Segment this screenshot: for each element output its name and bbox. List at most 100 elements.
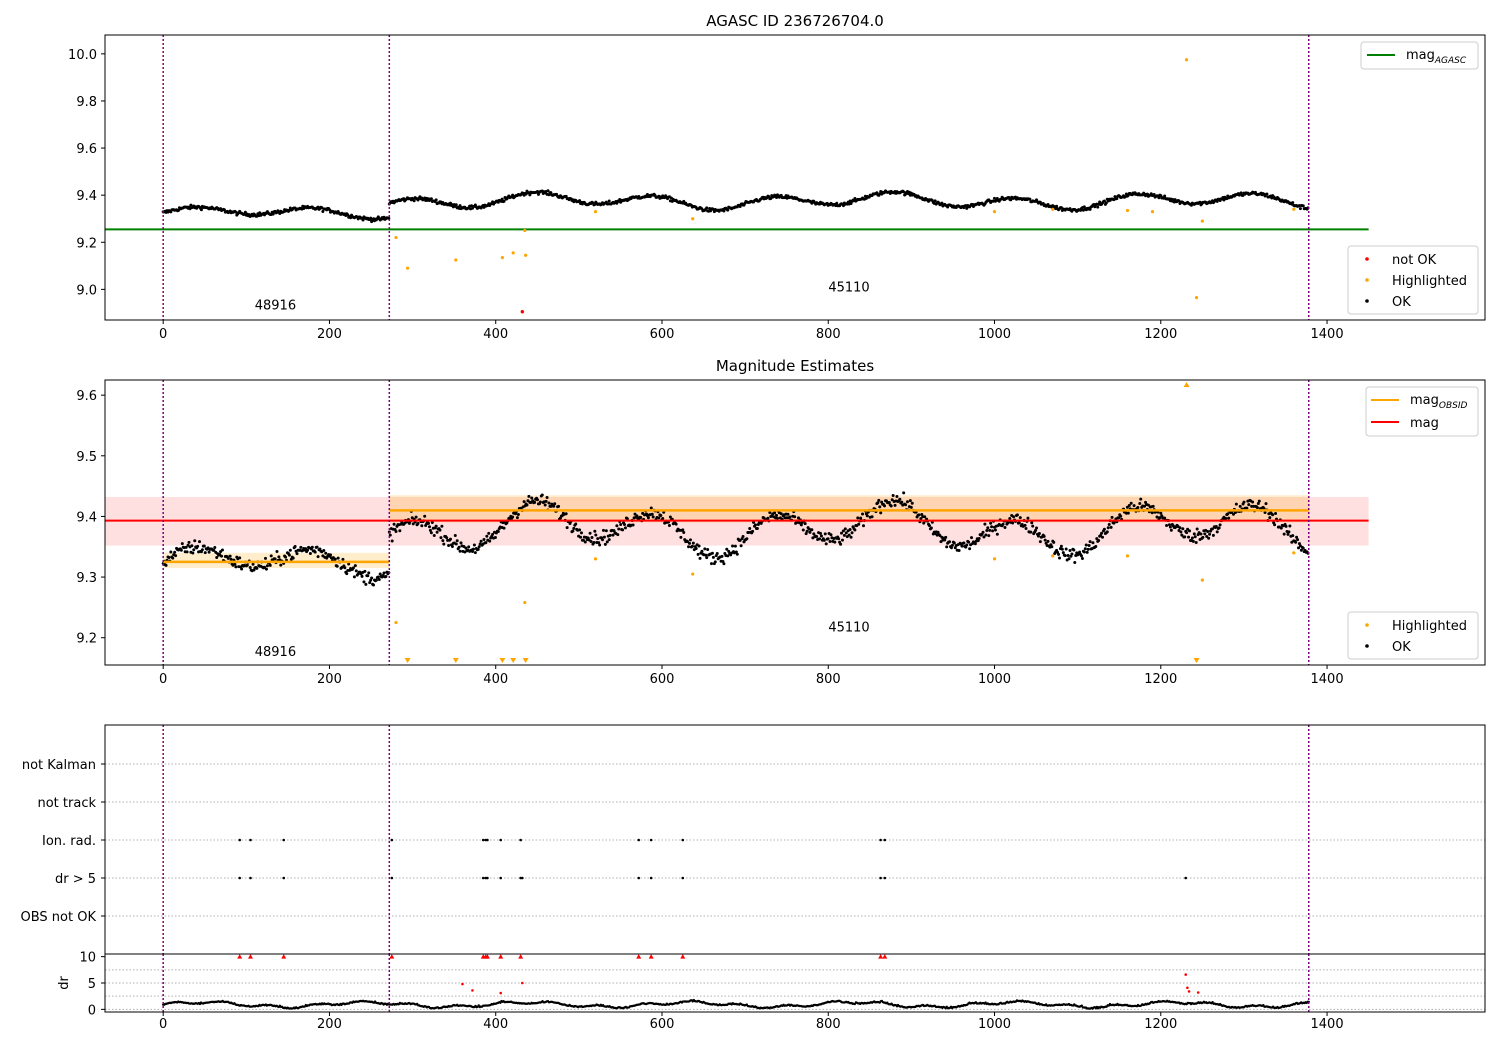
ok-point (485, 534, 489, 538)
ok-point (255, 566, 259, 570)
ok-point (1038, 540, 1042, 544)
ok-point (333, 557, 337, 561)
ok-point (429, 197, 433, 201)
ok-point (390, 539, 394, 543)
ok-point (696, 552, 700, 556)
ok-point (597, 541, 601, 545)
ok-point (950, 543, 954, 547)
ok-point (619, 523, 623, 527)
ok-point (502, 199, 506, 203)
flags-panel: not Kalman not track Ion. rad. dr > 5 OBS no… (21, 724, 1486, 955)
ok-point (1068, 548, 1072, 552)
ok-point (1107, 523, 1111, 527)
highlighted-point (593, 210, 598, 214)
ok-point (833, 540, 837, 544)
ok-point (220, 554, 224, 558)
legend-box (1347, 245, 1479, 315)
legend-label: magOBSID (1410, 393, 1468, 411)
ok-point (601, 538, 605, 542)
ok-point (540, 493, 544, 497)
ok-point (215, 556, 219, 560)
ok-point (694, 546, 698, 550)
ok-point (487, 531, 491, 535)
ok-point (805, 529, 809, 533)
dr-outlier-point (1196, 991, 1200, 994)
ok-point (240, 567, 244, 571)
category-label: not track (37, 796, 96, 811)
ok-point (1073, 560, 1077, 564)
ok-point (515, 516, 519, 520)
ok-point (245, 563, 249, 567)
ok-point (514, 512, 518, 516)
ok-point (471, 547, 475, 551)
ok-point (445, 536, 449, 540)
ok-point (458, 204, 462, 208)
highlighted-point (406, 266, 410, 270)
ok-point (1279, 526, 1283, 530)
legend-label: Highlighted (1392, 619, 1467, 634)
highlighted-point (1051, 554, 1055, 558)
ok-point (248, 565, 252, 569)
ok-point (1193, 535, 1197, 539)
ok-point (354, 569, 358, 573)
flag-point (883, 838, 887, 842)
ok-point (1210, 527, 1214, 531)
ok-point (766, 516, 770, 520)
ok-point (1091, 541, 1095, 545)
ok-point (1084, 543, 1088, 547)
ok-point (416, 521, 420, 525)
legend-marker (1365, 623, 1369, 627)
ok-point (898, 497, 902, 501)
ok-point (1224, 517, 1228, 521)
ok-point (1265, 192, 1269, 196)
ok-point (1195, 527, 1199, 531)
ok-point (679, 535, 683, 539)
ok-point (1215, 530, 1219, 534)
clipped-dr-marker (680, 954, 686, 959)
x-tick-label: 800 (816, 1017, 841, 1032)
ok-point (878, 505, 882, 509)
ok-point (1082, 550, 1086, 554)
ok-point (691, 541, 695, 545)
ok-point (324, 551, 328, 555)
ok-point (726, 554, 730, 558)
ok-point (646, 516, 650, 520)
ok-point (722, 562, 726, 566)
ok-point (967, 540, 971, 544)
ok-point (877, 498, 881, 502)
ok-point (263, 565, 267, 569)
ok-point (1208, 532, 1212, 536)
clipped-dr-marker (878, 954, 884, 959)
ok-point (992, 196, 996, 200)
ok-point (536, 192, 540, 196)
x-tick-label: 800 (816, 327, 841, 342)
ok-point (804, 532, 808, 536)
ok-point (1057, 552, 1061, 556)
ok-point (251, 562, 255, 566)
flag-point (521, 876, 524, 880)
ok-point (711, 555, 715, 559)
ok-point (1181, 527, 1185, 531)
ok-point (191, 551, 195, 555)
ok-point (376, 575, 380, 579)
ok-point (1139, 497, 1143, 501)
ok-point (991, 529, 995, 533)
ok-point (476, 547, 480, 551)
ok-point (803, 522, 807, 526)
ok-point (593, 529, 597, 533)
ok-point (1288, 524, 1292, 528)
ok-point (440, 524, 444, 528)
category-label: OBS not OK (21, 910, 97, 925)
ok-point (171, 556, 175, 560)
ok-point (1003, 526, 1007, 530)
ok-point (557, 504, 561, 508)
highlighted-point (992, 557, 997, 561)
ok-point (304, 547, 308, 551)
ok-point (977, 537, 981, 541)
ok-point (902, 190, 906, 194)
ok-point (927, 524, 931, 528)
ok-point (847, 533, 851, 537)
ok-point (1296, 538, 1300, 542)
ok-point (366, 574, 370, 578)
ok-point (1126, 511, 1130, 515)
